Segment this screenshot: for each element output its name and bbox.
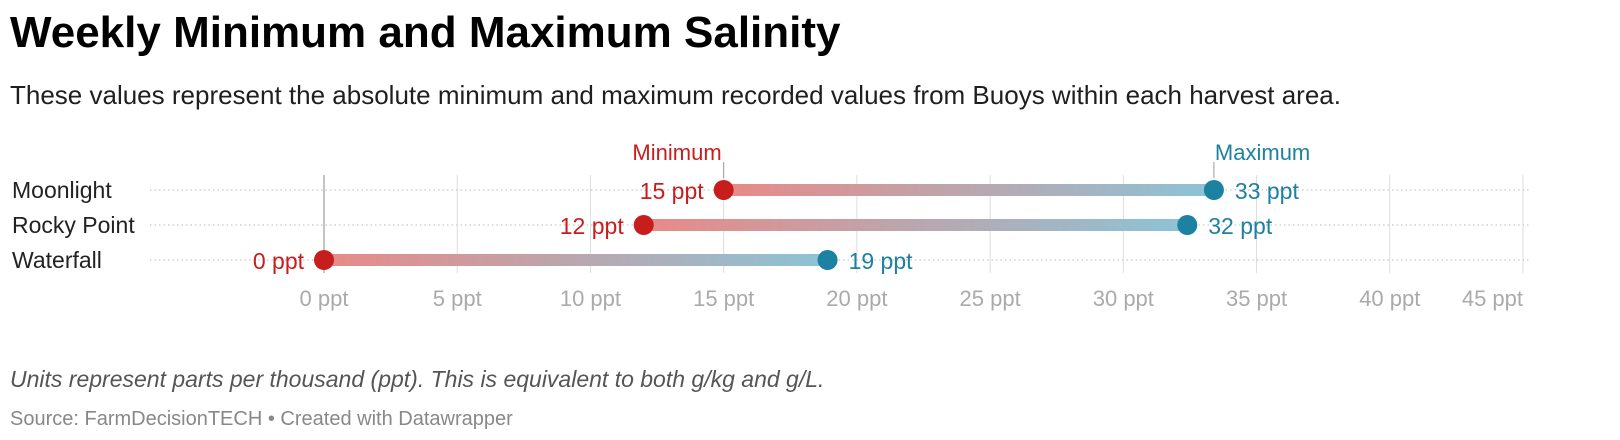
range-bar <box>643 219 1188 231</box>
x-tick-label: 45 ppt <box>1462 286 1523 311</box>
max-value-label: 32 ppt <box>1208 213 1273 239</box>
min-value-label: 12 ppt <box>560 213 625 239</box>
source-prefix: Source: <box>10 408 85 430</box>
min-dot <box>314 250 334 270</box>
max-dot <box>1203 180 1224 200</box>
min-dot <box>713 180 734 200</box>
x-tick-label: 10 ppt <box>560 286 621 311</box>
min-value-label: 15 ppt <box>640 178 705 204</box>
category-label: Rocky Point <box>12 212 135 238</box>
max-dot <box>1177 215 1198 235</box>
max-value-label: 19 ppt <box>849 248 914 274</box>
source-name: FarmDecisionTECH <box>84 408 263 430</box>
credit-text: Created with Datawrapper <box>280 408 513 430</box>
x-tick-label: 5 ppt <box>433 286 482 311</box>
max-value-label: 33 ppt <box>1235 178 1300 204</box>
footnote: Units represent parts per thousand (ppt)… <box>10 366 825 392</box>
x-tick-label: 20 ppt <box>826 286 887 311</box>
x-tick-label: 25 ppt <box>960 286 1021 311</box>
legend-minimum: Minimum <box>632 140 721 165</box>
legend-maximum: Maximum <box>1215 140 1310 165</box>
x-axis-ticks: 0 ppt 5 ppt 10 ppt 15 ppt 20 ppt 25 ppt 30 ppt… <box>300 286 1523 311</box>
x-tick-label: 0 ppt <box>300 286 349 311</box>
x-tick-label: 40 ppt <box>1359 286 1420 311</box>
min-value-label: 0 ppt <box>253 248 305 274</box>
max-dot <box>817 250 838 270</box>
min-dot <box>633 215 654 235</box>
chart-subtitle: These values represent the absolute mini… <box>10 80 1341 110</box>
category-label: Moonlight <box>12 177 112 203</box>
chart-title: Weekly Minimum and Maximum Salinity <box>10 8 841 57</box>
x-tick-label: 35 ppt <box>1226 286 1287 311</box>
category-label: Waterfall <box>12 247 102 273</box>
source-line: Source: FarmDecisionTECH • Created with … <box>10 408 513 431</box>
x-tick-label: 30 ppt <box>1093 286 1154 311</box>
legend-layer: Minimum Maximum <box>632 140 1310 178</box>
source-separator: • <box>262 408 281 430</box>
range-bar <box>324 254 828 266</box>
rows-layer: Moonlight 15 ppt 33 ppt Rocky Point 12 ppt 32… <box>12 177 1299 274</box>
salinity-range-chart: Moonlight 15 ppt 33 ppt Rocky Point 12 ppt 32… <box>12 140 1529 311</box>
x-tick-label: 15 ppt <box>693 286 754 311</box>
range-bar <box>723 184 1214 196</box>
